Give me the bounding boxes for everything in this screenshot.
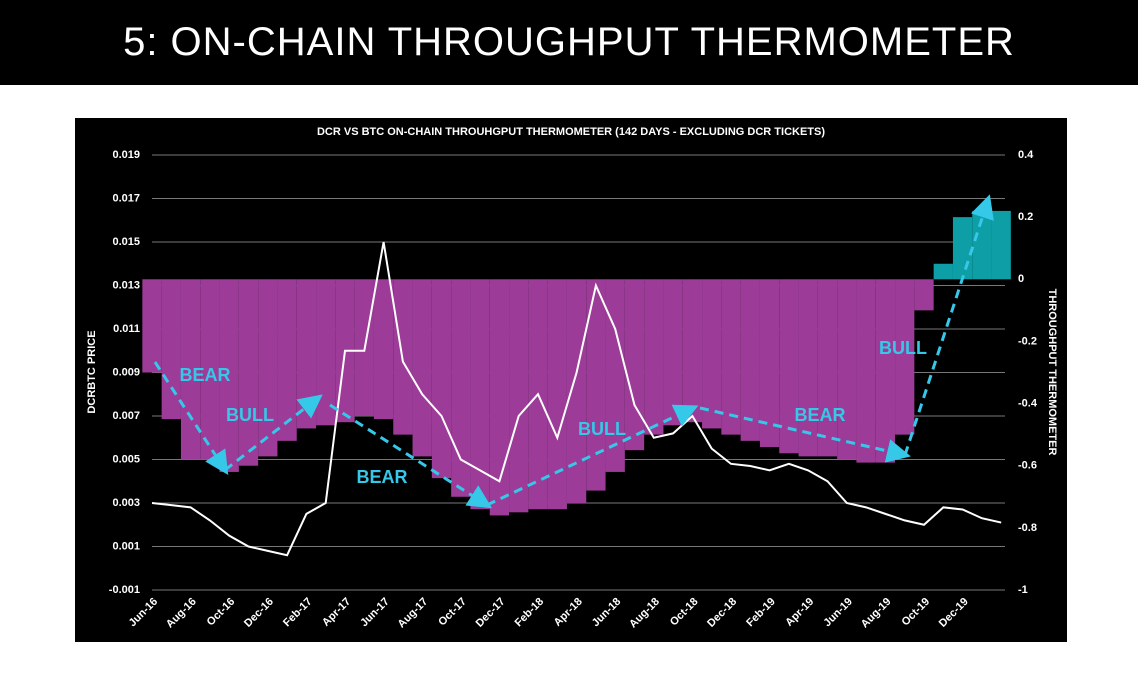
annotation: BEAR xyxy=(356,467,407,487)
thermometer-bar xyxy=(682,279,703,423)
trend-arrow xyxy=(224,394,323,472)
thermometer-bar xyxy=(759,279,780,448)
y-tick-label: 0.001 xyxy=(112,540,140,552)
thermometer-bar xyxy=(933,263,953,280)
thermometer-bar xyxy=(296,279,317,429)
thermometer-bar xyxy=(161,279,181,420)
y-axis-label: DCRBTC PRICE xyxy=(86,330,98,413)
thermometer-bar xyxy=(798,279,818,457)
thermometer-bar xyxy=(605,279,625,472)
y2-tick-label: -0.2 xyxy=(1018,335,1037,347)
y-tick-label: 0.005 xyxy=(112,453,140,465)
thermometer-bar xyxy=(238,279,259,466)
header-title: 5: ON-CHAIN THROUGHPUT THERMOMETER xyxy=(0,0,1138,85)
thermometer-bar xyxy=(316,279,336,426)
thermometer-bar xyxy=(277,279,297,441)
trend-arrow xyxy=(329,403,493,509)
thermometer-bar xyxy=(740,279,760,441)
thermometer-bar xyxy=(509,279,529,513)
thermometer-bar xyxy=(412,279,432,457)
thermometer-bar xyxy=(489,279,510,516)
y2-tick-label: -1 xyxy=(1018,584,1028,596)
thermometer-bar xyxy=(856,279,876,463)
annotation: BULL xyxy=(879,338,927,358)
thermometer-bar xyxy=(779,279,799,454)
thermometer-bar xyxy=(624,279,645,451)
thermometer-bar xyxy=(142,279,162,373)
y-tick-label: 0.007 xyxy=(112,410,140,422)
y2-tick-label: 0.2 xyxy=(1018,211,1033,223)
y-tick-label: 0.017 xyxy=(112,192,140,204)
thermometer-bar xyxy=(914,279,934,311)
annotation: BULL xyxy=(226,405,274,425)
thermometer-bar xyxy=(644,279,664,435)
thermometer-bar xyxy=(451,279,471,497)
thermometer-bar xyxy=(817,279,838,457)
y2-tick-label: -0.8 xyxy=(1018,522,1037,534)
thermometer-bar xyxy=(663,279,683,426)
annotation: BEAR xyxy=(179,365,230,385)
thermometer-bar xyxy=(837,279,857,460)
thermometer-bar xyxy=(470,279,490,510)
annotation: BEAR xyxy=(794,405,845,425)
thermometer-bar xyxy=(373,279,394,420)
y-tick-label: -0.001 xyxy=(109,584,140,596)
thermometer-bar xyxy=(972,210,992,280)
thermometer-bar xyxy=(566,279,587,503)
y-tick-label: 0.013 xyxy=(112,279,140,291)
y-tick-label: 0.019 xyxy=(112,149,140,161)
thermometer-bar xyxy=(547,279,567,510)
thermometer-bar xyxy=(200,279,220,460)
thermometer-bar xyxy=(952,217,973,280)
thermometer-bar xyxy=(180,279,201,460)
y-tick-label: 0.003 xyxy=(112,497,140,509)
thermometer-bar xyxy=(721,279,741,435)
trend-arrow xyxy=(699,406,911,463)
y2-axis-label: THROUGHPUT THERMOMETER xyxy=(1046,289,1058,456)
thermometer-bar xyxy=(895,279,915,435)
trend-arrow xyxy=(153,361,229,476)
thermometer-bar xyxy=(258,279,278,457)
y-tick-label: 0.011 xyxy=(113,323,140,335)
thermometer-bar xyxy=(702,279,722,429)
thermometer-bar xyxy=(875,279,896,463)
y2-tick-label: 0 xyxy=(1018,273,1024,285)
y-tick-label: 0.009 xyxy=(112,366,140,378)
thermometer-bar xyxy=(431,279,452,479)
annotation: BULL xyxy=(578,419,626,439)
y2-tick-label: -0.4 xyxy=(1018,397,1038,409)
thermometer-bar xyxy=(991,210,1011,280)
thermometer-bar xyxy=(219,279,239,472)
price-line xyxy=(151,241,1002,557)
y2-tick-label: 0.4 xyxy=(1018,149,1034,161)
y2-tick-label: -0.6 xyxy=(1018,460,1037,472)
chart-title: DCR VS BTC ON-CHAIN THROUHGPUT THERMOMET… xyxy=(317,126,825,138)
y-tick-label: 0.015 xyxy=(112,236,140,248)
trend-arrow xyxy=(486,404,699,507)
thermometer-bar xyxy=(586,279,606,491)
